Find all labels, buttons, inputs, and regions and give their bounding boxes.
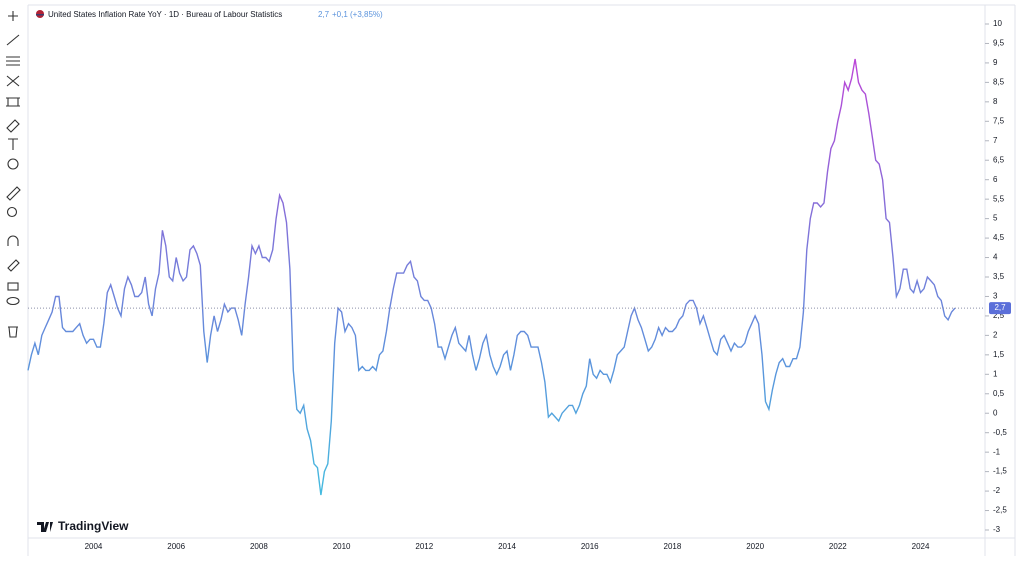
y-tick-label: 1 <box>993 369 998 378</box>
remove-tool[interactable] <box>8 326 18 338</box>
fib-tool[interactable] <box>6 56 20 66</box>
y-tick-label: 0,5 <box>993 389 1005 398</box>
toolbar <box>6 11 21 338</box>
y-tick-label: -1 <box>993 447 1001 456</box>
x-tick-label: 2012 <box>415 542 433 551</box>
lock-tool[interactable] <box>7 282 19 291</box>
draw-mode-tool[interactable] <box>7 259 20 272</box>
x-tick-label: 2004 <box>85 542 103 551</box>
symbol-title: United States Inflation Rate YoY · 1D · … <box>48 10 282 19</box>
hide-tool[interactable] <box>6 296 20 306</box>
x-tick-label: 2020 <box>746 542 764 551</box>
y-tick-label: 10 <box>993 19 1002 28</box>
y-tick-label: -1,5 <box>993 467 1007 476</box>
magnet-tool[interactable] <box>7 235 19 246</box>
y-tick-label: -0,5 <box>993 428 1007 437</box>
flag-icon <box>36 14 44 16</box>
text-tool[interactable] <box>8 138 18 150</box>
last-value: 2,7 <box>318 10 330 19</box>
last-value-tag <box>989 302 1011 315</box>
legend: United States Inflation Rate YoY · 1D · … <box>36 10 383 19</box>
zoom-tool[interactable] <box>6 206 18 218</box>
x-tick-label: 2016 <box>581 542 599 551</box>
y-tick-label: 6 <box>993 175 998 184</box>
x-tick-label: 2006 <box>167 542 185 551</box>
y-tick-label: 5 <box>993 214 998 223</box>
last-value-label: 2,7 <box>994 303 1006 312</box>
emoji-tool[interactable] <box>7 158 19 170</box>
y-tick-label: 1,5 <box>993 350 1005 359</box>
watermark: TradingView <box>37 519 129 533</box>
y-tick-label: 9,5 <box>993 39 1005 48</box>
y-tick-label: 7,5 <box>993 116 1005 125</box>
y-tick-label: 5,5 <box>993 194 1005 203</box>
y-tick-label: 6,5 <box>993 155 1005 164</box>
pattern-tool[interactable] <box>6 75 20 87</box>
y-tick-label: 8,5 <box>993 77 1005 86</box>
brush-tool[interactable] <box>6 119 20 133</box>
y-tick-label: -2,5 <box>993 506 1007 515</box>
y-tick-label: -3 <box>993 525 1001 534</box>
y-tick-label: 4 <box>993 253 998 262</box>
y-tick-label: 3 <box>993 292 998 301</box>
prediction-tool[interactable] <box>6 97 20 107</box>
y-tick-label: 7 <box>993 136 998 145</box>
x-tick-label: 2010 <box>333 542 351 551</box>
trendline-tool[interactable] <box>6 34 20 46</box>
x-tick-label: 2008 <box>250 542 268 551</box>
inflation-line <box>27 58 956 496</box>
x-tick-label: 2022 <box>829 542 847 551</box>
x-tick-label: 2018 <box>664 542 682 551</box>
y-tick-label: 0 <box>993 408 998 417</box>
x-tick-label: 2024 <box>912 542 930 551</box>
y-tick-label: -2 <box>993 486 1001 495</box>
y-tick-label: 2,5 <box>993 311 1005 320</box>
ruler-tool[interactable] <box>6 186 21 201</box>
y-tick-label: 9 <box>993 58 998 67</box>
y-tick-label: 2 <box>993 330 998 339</box>
y-tick-label: 4,5 <box>993 233 1005 242</box>
logo-mark <box>37 522 53 532</box>
y-tick-label: 8 <box>993 97 998 106</box>
x-tick-label: 2014 <box>498 542 516 551</box>
change: +0,1 (+3,85%) <box>332 10 383 19</box>
logo-text: TradingView <box>58 519 129 533</box>
y-tick-label: 3,5 <box>993 272 1005 281</box>
crosshair-tool[interactable] <box>8 11 18 21</box>
